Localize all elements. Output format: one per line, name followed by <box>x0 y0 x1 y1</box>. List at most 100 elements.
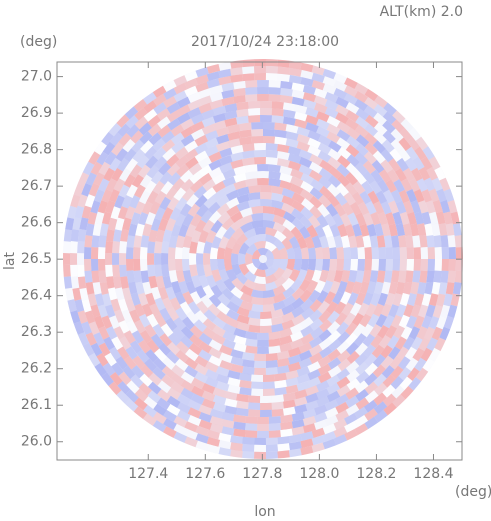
echo-cell <box>415 367 429 382</box>
echo-cell <box>247 115 261 123</box>
echo-cell <box>145 292 156 307</box>
echo-cell <box>372 150 386 164</box>
echo-cell <box>125 346 138 360</box>
echo-cell <box>324 415 339 426</box>
echo-cell <box>336 121 351 134</box>
echo-cell <box>179 301 192 315</box>
echo-cell <box>201 116 216 128</box>
echo-cell <box>291 314 305 326</box>
echo-cell <box>410 200 421 214</box>
echo-cell <box>173 187 187 201</box>
echo-cell <box>283 392 296 402</box>
echo-cell <box>372 354 386 368</box>
echo-cell <box>236 200 250 212</box>
echo-cell <box>230 349 244 359</box>
echo-cell <box>190 213 202 227</box>
echo-cell <box>153 411 167 425</box>
echo-cell <box>337 349 351 363</box>
echo-cell <box>132 355 146 370</box>
echo-cell <box>373 401 388 415</box>
echo-cell <box>264 266 277 277</box>
echo-cell <box>113 229 122 242</box>
echo-cell <box>317 134 332 147</box>
echo-cell <box>101 293 112 307</box>
echo-cell <box>291 217 305 231</box>
echo-cell <box>248 317 261 326</box>
echo-cell <box>285 124 299 134</box>
echo-cell <box>354 423 369 436</box>
echo-cell <box>291 96 305 107</box>
echo-cell <box>101 189 113 203</box>
echo-cell <box>98 326 110 340</box>
echo-cell <box>341 270 351 283</box>
echo-cell <box>245 423 258 431</box>
echo-cell <box>233 414 246 423</box>
echo-cell <box>395 200 407 214</box>
echo-cell <box>126 320 138 334</box>
echo-cell <box>198 95 212 106</box>
echo-cell <box>218 236 230 249</box>
echo-cell <box>170 373 185 386</box>
echo-cell <box>283 211 296 223</box>
echo-cell <box>396 346 409 361</box>
echo-cell <box>166 162 181 177</box>
echo-cell <box>260 185 272 193</box>
echo-cell <box>286 259 295 271</box>
echo-cell <box>139 330 153 344</box>
echo-cell <box>291 305 305 318</box>
echo-cell <box>344 182 358 196</box>
echo-cell <box>371 259 380 271</box>
echo-cell <box>413 247 421 259</box>
echo-cell <box>118 371 132 386</box>
echo-cell <box>105 264 113 277</box>
echo-cell <box>219 360 233 371</box>
echo-cell <box>218 432 232 443</box>
echo-cell <box>184 70 198 82</box>
echo-cell <box>211 269 222 282</box>
echo-cell <box>83 247 92 259</box>
echo-cell <box>154 156 168 170</box>
echo-cell <box>363 353 377 367</box>
echo-cell <box>365 201 377 215</box>
echo-cell <box>188 342 203 356</box>
echo-cell <box>364 132 378 146</box>
echo-cell <box>162 207 174 221</box>
echo-cell <box>233 421 246 431</box>
echo-cell <box>265 367 278 375</box>
echo-cell <box>311 235 322 249</box>
echo-cell <box>273 214 286 226</box>
echo-cell <box>203 309 217 323</box>
echo-cell <box>70 229 80 242</box>
echo-cell <box>393 325 405 339</box>
echo-cell <box>340 213 352 227</box>
echo-cell <box>237 253 246 265</box>
echo-cell <box>350 247 359 259</box>
echo-cell <box>239 372 252 382</box>
echo-cell <box>230 144 244 155</box>
echo-cell <box>205 369 219 381</box>
echo-cell <box>328 365 342 378</box>
echo-cell <box>140 270 150 283</box>
echo-cell <box>257 164 269 172</box>
echo-cell <box>281 277 295 291</box>
echo-cell <box>390 314 403 329</box>
echo-cell <box>337 331 351 345</box>
echo-cell <box>268 345 281 354</box>
echo-cell <box>118 253 127 265</box>
echo-cell <box>147 381 162 395</box>
echo-cell <box>271 101 284 110</box>
echo-cell <box>215 366 230 377</box>
echo-cell <box>316 388 330 400</box>
echo-cell <box>191 393 205 405</box>
echo-cell <box>161 130 175 144</box>
echo-cell <box>171 224 182 238</box>
echo-cell <box>149 201 161 215</box>
echo-cell <box>161 374 175 388</box>
echo-cell <box>286 247 295 259</box>
echo-cell <box>354 98 368 112</box>
echo-cell <box>196 203 209 218</box>
echo-cell <box>134 397 148 411</box>
echo-cell <box>381 223 391 237</box>
echo-cell <box>147 390 161 404</box>
echo-cell <box>193 319 207 333</box>
